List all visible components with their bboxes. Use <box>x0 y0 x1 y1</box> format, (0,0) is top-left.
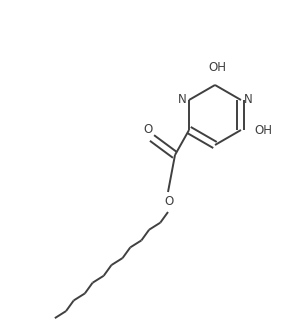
Text: N: N <box>178 92 186 106</box>
Text: O: O <box>143 123 153 135</box>
Text: O: O <box>164 195 174 207</box>
Text: N: N <box>244 92 252 106</box>
Text: OH: OH <box>208 61 226 73</box>
Text: OH: OH <box>254 124 272 136</box>
